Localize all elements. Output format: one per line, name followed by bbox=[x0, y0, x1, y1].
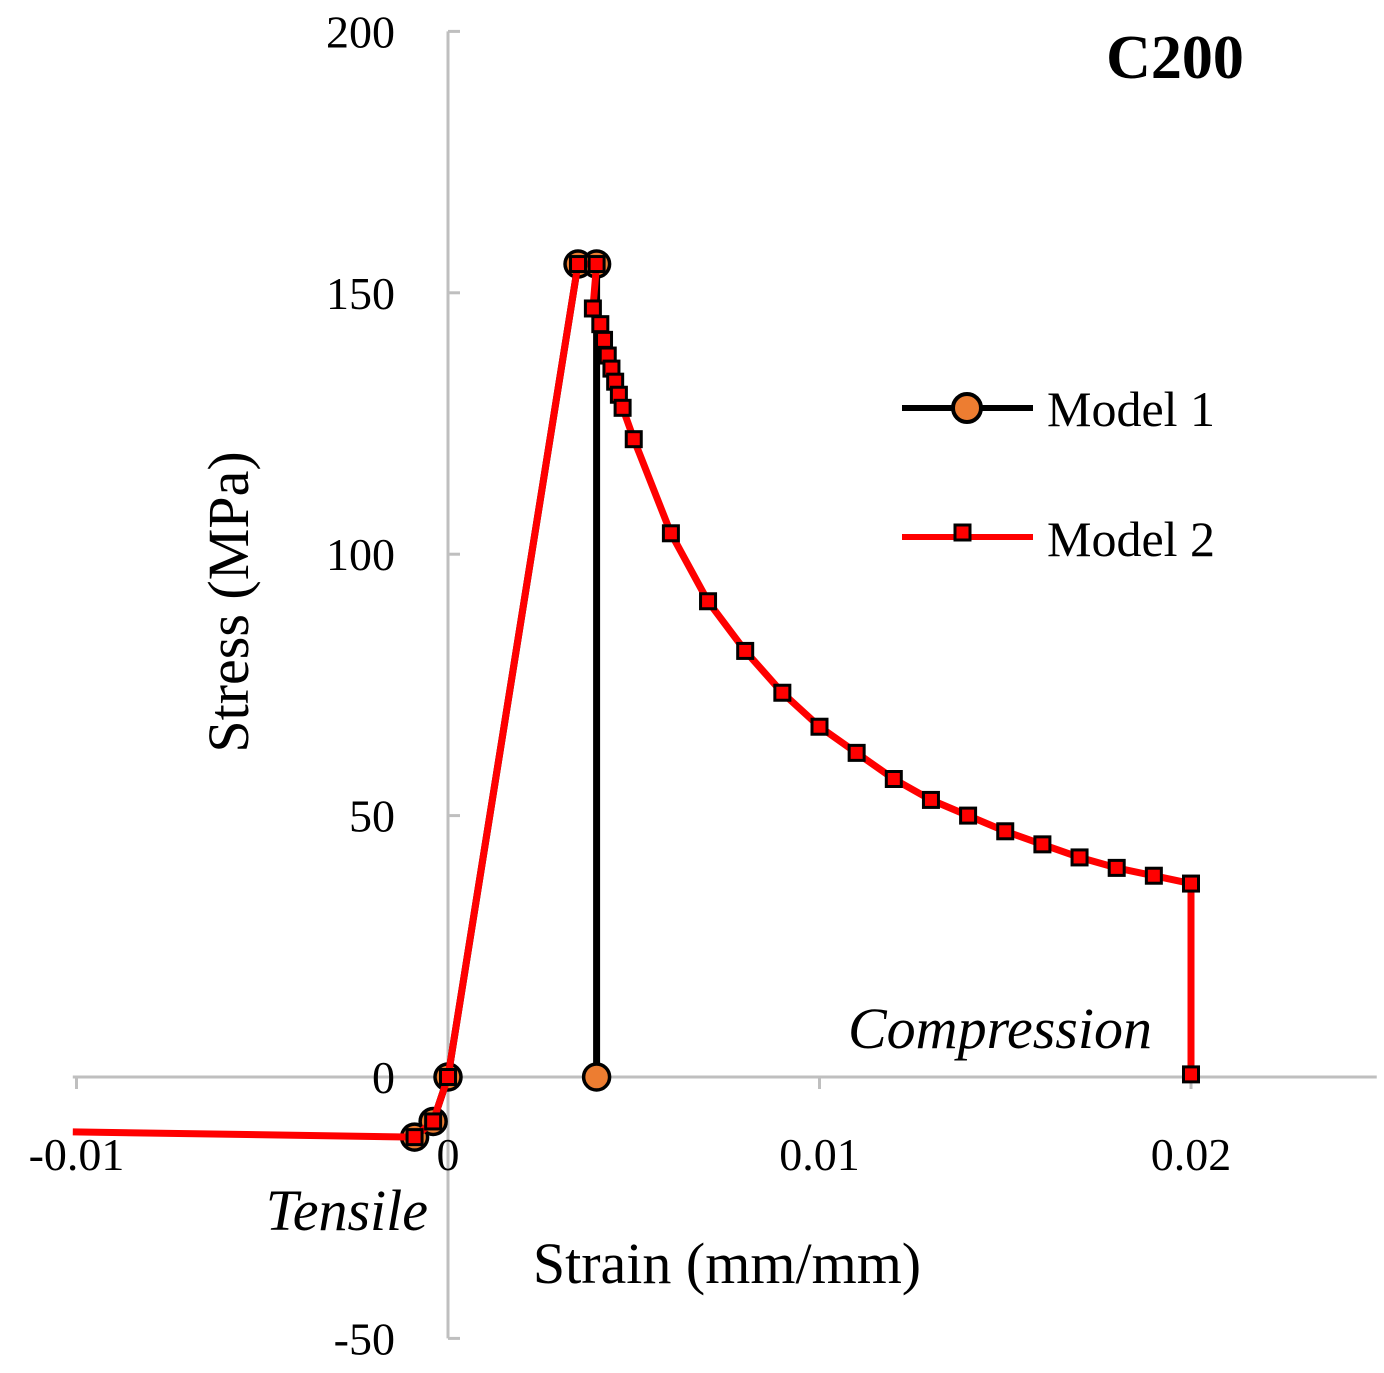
point-model-2 bbox=[1182, 874, 1200, 893]
point-model-1 bbox=[581, 1062, 612, 1092]
annotation-tensile: Tensile bbox=[266, 1178, 428, 1243]
x-tick-label: 0.01 bbox=[779, 1129, 860, 1180]
point-model-2 bbox=[587, 255, 606, 274]
point-model-2 bbox=[959, 806, 978, 825]
annotation-compression: Compression bbox=[848, 996, 1152, 1061]
axes: -0.01 0 0.01 0.02 -50 0 50 100 150 200 bbox=[29, 6, 1377, 1364]
chart-title: C200 bbox=[1106, 24, 1244, 92]
y-tick-label: 100 bbox=[326, 529, 395, 580]
point-model-2 bbox=[810, 717, 829, 736]
x-tick-label: -0.01 bbox=[29, 1129, 125, 1180]
point-model-2 bbox=[1070, 848, 1089, 867]
point-model-2 bbox=[569, 255, 588, 274]
y-tick-label: 0 bbox=[372, 1052, 395, 1103]
point-model-2 bbox=[1144, 866, 1163, 885]
legend: Model 1 Model 2 bbox=[902, 381, 1215, 567]
point-model-2 bbox=[847, 743, 866, 762]
point-model-2 bbox=[996, 822, 1015, 841]
y-tick-label: 50 bbox=[349, 791, 395, 842]
point-model-2 bbox=[583, 299, 602, 318]
point-model-2 bbox=[773, 683, 792, 702]
point-model-2 bbox=[1182, 1065, 1200, 1084]
point-model-2 bbox=[613, 398, 632, 417]
point-model-2 bbox=[1107, 858, 1126, 877]
point-model-2 bbox=[405, 1128, 424, 1147]
labels: C200 Strain (mm/mm) Stress (MPa) Compres… bbox=[196, 24, 1244, 1296]
y-tick-label: 200 bbox=[326, 6, 395, 57]
legend-label-model-1: Model 1 bbox=[1047, 381, 1215, 437]
point-model-2 bbox=[1033, 835, 1052, 854]
point-model-2 bbox=[921, 790, 940, 809]
legend-marker-model-1 bbox=[951, 392, 983, 424]
point-model-2 bbox=[595, 330, 614, 349]
x-axis-title: Strain (mm/mm) bbox=[533, 1231, 921, 1296]
legend-marker-model-2 bbox=[953, 523, 972, 542]
point-model-2 bbox=[884, 770, 903, 789]
x-tick-label: 0 bbox=[437, 1129, 460, 1180]
y-tick-label: -50 bbox=[334, 1313, 395, 1364]
point-model-2 bbox=[736, 641, 755, 660]
point-model-2 bbox=[439, 1068, 457, 1086]
y-axis-title: Stress (MPa) bbox=[196, 451, 261, 752]
series-layer bbox=[72, 249, 1200, 1152]
point-model-2 bbox=[699, 592, 718, 611]
point-model-2 bbox=[661, 524, 680, 543]
point-model-2 bbox=[624, 430, 643, 449]
point-model-2 bbox=[591, 315, 610, 334]
y-tick-label: 150 bbox=[326, 268, 395, 319]
legend-label-model-2: Model 2 bbox=[1047, 511, 1215, 567]
x-tick-label: 0.02 bbox=[1151, 1129, 1232, 1180]
point-model-2 bbox=[424, 1112, 443, 1131]
